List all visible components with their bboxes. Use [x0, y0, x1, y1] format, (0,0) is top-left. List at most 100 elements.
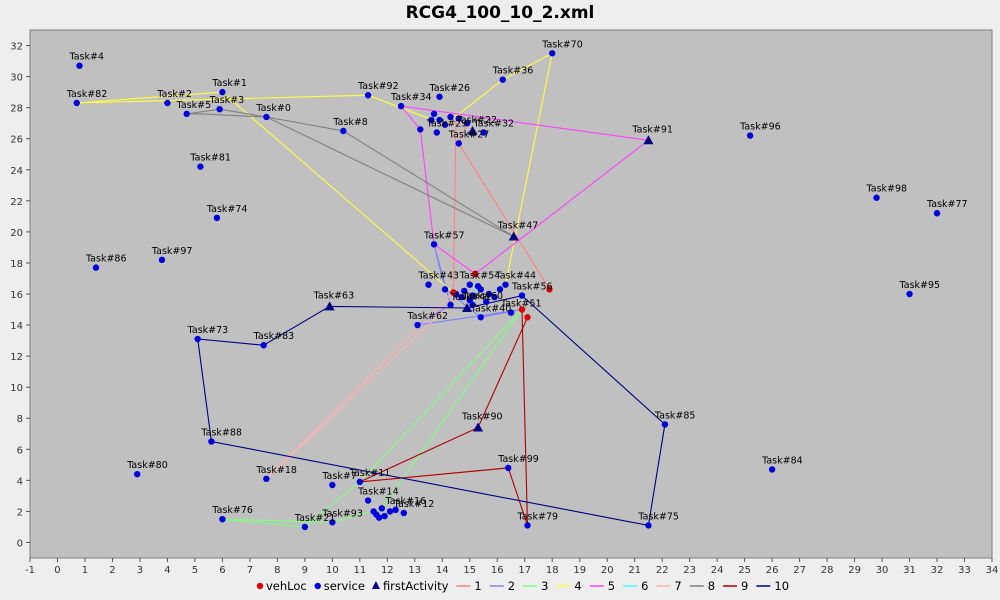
x-tick-label: 7 — [247, 565, 253, 576]
service-point — [370, 508, 377, 515]
service-point — [746, 132, 754, 139]
y-tick-label: 16 — [10, 290, 23, 301]
service-point — [485, 290, 493, 298]
service-point — [381, 512, 388, 520]
service-label: Task#34 — [390, 92, 432, 103]
service-point — [133, 470, 141, 478]
service-point — [216, 106, 223, 113]
service-label: Task#80 — [126, 460, 168, 471]
service-label: Task#40 — [470, 303, 512, 314]
service-label: Task#79 — [516, 511, 558, 522]
service-label: Task#75 — [637, 511, 679, 522]
service-point — [469, 301, 476, 309]
service-label: Task#62 — [407, 311, 449, 322]
y-tick-label: 20 — [10, 228, 23, 239]
service-point — [430, 110, 438, 118]
x-tick-label: 28 — [821, 565, 834, 576]
service-label: Task#98 — [866, 184, 908, 195]
service-point — [386, 508, 394, 515]
service-point — [164, 99, 171, 107]
service-label: Task#70 — [541, 39, 583, 50]
x-tick-label: 34 — [986, 565, 999, 576]
x-tick-label: 8 — [274, 565, 280, 576]
service-label: Task#95 — [899, 280, 941, 291]
y-tick-label: 18 — [10, 259, 23, 270]
service-point — [378, 505, 386, 512]
first-activity-point — [324, 301, 335, 311]
service-label: Task#27 — [448, 129, 490, 140]
service-point — [906, 290, 913, 298]
vehicle-location-point — [450, 289, 457, 296]
service-point — [505, 464, 512, 472]
legend-swatch-vehLoc — [256, 582, 264, 590]
service-label: Task#29 — [426, 118, 468, 129]
service-label: Task#44 — [495, 271, 537, 282]
legend-label-1: 1 — [474, 579, 481, 593]
first-activity-label: Task#41 — [450, 292, 492, 303]
service-label: Task#3 — [209, 95, 245, 106]
y-tick-label: 30 — [10, 73, 23, 84]
service-point — [518, 292, 526, 299]
service-label: Task#18 — [255, 465, 297, 476]
x-tick-label: 20 — [601, 565, 614, 576]
x-tick-label: 27 — [793, 565, 806, 576]
x-tick-label: 17 — [518, 565, 531, 576]
service-point — [397, 102, 405, 110]
service-label: Task#56 — [511, 282, 553, 293]
service-label: Task#11 — [349, 468, 391, 479]
service-point — [433, 129, 440, 136]
service-point — [466, 297, 473, 304]
service-point — [414, 321, 421, 329]
legend-label-6: 6 — [641, 579, 648, 593]
service-point — [441, 121, 449, 128]
service-label: Task#86 — [85, 254, 127, 265]
x-tick-label: 13 — [408, 565, 421, 576]
service-point — [428, 116, 435, 124]
service-label: Task#60 — [462, 291, 504, 302]
x-tick-label: 16 — [491, 565, 504, 576]
service-point — [208, 438, 215, 445]
service-label: Task#32 — [473, 118, 515, 129]
service-point — [329, 481, 336, 489]
vehicle-location-point — [518, 306, 526, 313]
service-label: Task#57 — [423, 230, 465, 241]
service-point — [340, 127, 347, 135]
x-tick-label: 14 — [436, 565, 449, 576]
service-point — [375, 514, 383, 521]
service-point — [197, 163, 204, 170]
service-point — [507, 309, 515, 316]
x-tick-label: 0 — [54, 565, 60, 576]
service-point — [364, 92, 372, 99]
service-point — [92, 264, 100, 271]
service-label: Task#16 — [385, 496, 427, 507]
legend-label-service: service — [324, 579, 365, 593]
service-label: Task#82 — [66, 89, 108, 100]
service-label: Task#51 — [500, 299, 542, 310]
legend-swatch-firstActivity — [371, 581, 380, 589]
x-tick-label: 5 — [192, 565, 198, 576]
y-tick-label: 4 — [17, 476, 23, 487]
service-point — [183, 110, 190, 118]
x-tick-label: 33 — [958, 565, 971, 576]
service-point — [477, 314, 484, 321]
service-point — [549, 50, 556, 57]
vehicle-location-point — [546, 286, 553, 293]
service-point — [76, 62, 83, 69]
legend-swatch-service — [314, 582, 321, 590]
service-point — [768, 466, 776, 473]
service-point — [436, 93, 443, 100]
service-point — [480, 129, 487, 136]
service-label: Task#5 — [176, 100, 212, 111]
service-point — [645, 522, 652, 529]
legend-label-9: 9 — [741, 579, 748, 593]
legend-label-firstActivity: firstActivity — [383, 579, 449, 593]
first-activity-label: Task#22 — [456, 115, 498, 126]
service-point — [73, 99, 80, 107]
y-tick-label: 14 — [10, 321, 23, 332]
legend-label-3: 3 — [541, 579, 548, 593]
x-tick-label: 15 — [463, 565, 476, 576]
service-point — [392, 506, 399, 514]
x-tick-label: 18 — [546, 565, 559, 576]
x-tick-label: 19 — [573, 565, 586, 576]
service-label: Task#8 — [332, 117, 368, 128]
